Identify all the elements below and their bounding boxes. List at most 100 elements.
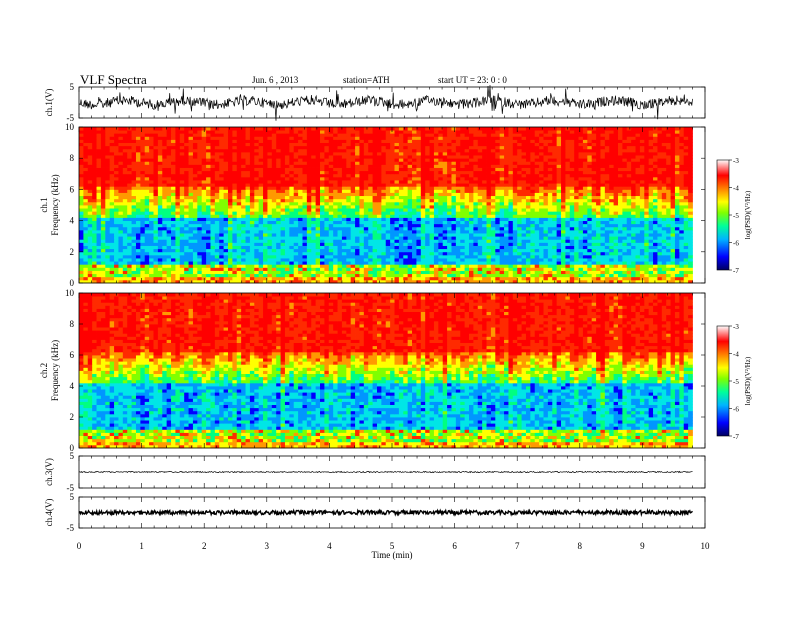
spectrogram-cell bbox=[416, 242, 421, 246]
spectrogram-cell bbox=[552, 177, 557, 181]
spectrogram-cell bbox=[184, 189, 189, 193]
spectrogram-cell bbox=[359, 193, 364, 197]
spectrogram-cell bbox=[167, 180, 172, 184]
spectrogram-cell bbox=[110, 193, 115, 197]
spectrogram-cell bbox=[136, 177, 141, 181]
spectrogram-cell bbox=[320, 202, 325, 206]
spectrogram-cell bbox=[508, 258, 513, 262]
spectrogram-cell bbox=[522, 242, 527, 246]
spectrogram-cell bbox=[574, 202, 579, 206]
spectrogram-cell bbox=[579, 267, 584, 271]
spectrogram-cell bbox=[118, 186, 123, 190]
spectrogram-cell bbox=[320, 264, 325, 268]
spectrogram-cell bbox=[351, 205, 356, 209]
spectrogram-cell bbox=[434, 233, 439, 237]
spectrogram-cell bbox=[101, 233, 106, 237]
spectrogram-cell bbox=[228, 211, 233, 215]
spectrogram-cell bbox=[451, 189, 456, 193]
spectrogram-cell bbox=[167, 271, 172, 275]
spectrogram-cell bbox=[158, 267, 163, 271]
spectrogram-cell bbox=[622, 274, 627, 278]
spectrogram-cell bbox=[443, 221, 448, 225]
spectrogram-cell bbox=[298, 267, 303, 271]
spectrogram-cell bbox=[631, 217, 636, 221]
spectrogram-cell bbox=[210, 205, 215, 209]
spectrogram-cell bbox=[684, 180, 689, 184]
spectrogram-cell bbox=[189, 196, 194, 200]
spectrogram-cell bbox=[614, 249, 619, 253]
spectrogram-cell bbox=[359, 236, 364, 240]
spectrogram-cell bbox=[259, 277, 264, 281]
spectrogram-cell bbox=[671, 196, 676, 200]
spectrogram-cell bbox=[395, 267, 400, 271]
spectrogram-cell bbox=[114, 196, 119, 200]
spectrogram-cell bbox=[425, 277, 430, 281]
spectrogram-cell bbox=[289, 199, 294, 203]
spectrogram-cell bbox=[508, 202, 513, 206]
spectrogram-cell bbox=[574, 177, 579, 181]
spectrogram-cell bbox=[246, 183, 251, 187]
spectrogram-cell bbox=[298, 199, 303, 203]
spectrogram-cell bbox=[675, 267, 680, 271]
spectrogram-cell bbox=[285, 214, 290, 218]
spectrogram-cell bbox=[662, 271, 667, 275]
spectrogram-cell bbox=[543, 274, 548, 278]
spectrogram-cell bbox=[355, 249, 360, 253]
spectrogram-cell bbox=[83, 239, 88, 243]
spectrogram-cell bbox=[644, 196, 649, 200]
spectrogram-cell bbox=[631, 199, 636, 203]
spectrogram-cell bbox=[513, 196, 518, 200]
spectrogram-cell bbox=[158, 199, 163, 203]
spectrogram-cell bbox=[88, 233, 93, 237]
spectrogram-cell bbox=[539, 224, 544, 228]
spectrogram-cell bbox=[548, 233, 553, 237]
spectrogram-cell bbox=[228, 180, 233, 184]
spectrogram-cell bbox=[153, 205, 158, 209]
spectrogram-cell bbox=[465, 233, 470, 237]
spectrogram-cell bbox=[123, 208, 128, 212]
spectrogram-cell bbox=[368, 193, 373, 197]
spectrogram-cell bbox=[342, 274, 347, 278]
spectrogram-cell bbox=[688, 258, 693, 262]
spectrogram-cell bbox=[171, 193, 176, 197]
spectrogram-cell bbox=[500, 236, 505, 240]
spectrogram-cell bbox=[451, 183, 456, 187]
spectrogram-cell bbox=[276, 183, 281, 187]
spectrogram-cell bbox=[425, 249, 430, 253]
spectrogram-cell bbox=[254, 255, 259, 259]
spectrogram-cell bbox=[543, 271, 548, 275]
spectrogram-cell bbox=[259, 239, 264, 243]
spectrogram-cell bbox=[259, 180, 264, 184]
spectrogram-cell bbox=[653, 189, 658, 193]
spectrogram-cell bbox=[140, 261, 145, 265]
spectrogram-cell bbox=[338, 208, 343, 212]
spectrogram-cell bbox=[614, 177, 619, 181]
spectrogram-cell bbox=[381, 202, 386, 206]
spectrogram-cell bbox=[127, 274, 132, 278]
spectrogram-cell bbox=[583, 202, 588, 206]
spectrogram-cell bbox=[522, 233, 527, 237]
spectrogram-cell bbox=[324, 258, 329, 262]
spectrogram-cell bbox=[237, 224, 242, 228]
spectrogram-cell bbox=[671, 246, 676, 250]
spectrogram-cell bbox=[276, 177, 281, 181]
spectrogram-cell bbox=[592, 183, 597, 187]
spectrogram-cell bbox=[649, 193, 654, 197]
spectrogram-cell bbox=[583, 211, 588, 215]
spectrogram-cell bbox=[272, 214, 277, 218]
spectrogram-cell bbox=[688, 267, 693, 271]
spectrogram-cell bbox=[145, 208, 150, 212]
spectrogram-cell bbox=[421, 255, 426, 259]
spectrogram-cell bbox=[622, 214, 627, 218]
spectrogram-cell bbox=[548, 186, 553, 190]
spectrogram-cell bbox=[289, 252, 294, 256]
spectrogram-cell bbox=[307, 249, 312, 253]
spectrogram-cell bbox=[162, 183, 167, 187]
spectrogram-cell bbox=[653, 183, 658, 187]
spectrogram-cell bbox=[132, 205, 137, 209]
spectrogram-cell bbox=[285, 205, 290, 209]
spectrogram-cell bbox=[688, 239, 693, 243]
spectrogram-cell bbox=[469, 271, 474, 275]
spectrogram-cell bbox=[228, 242, 233, 246]
spectrogram-cell bbox=[88, 255, 93, 259]
